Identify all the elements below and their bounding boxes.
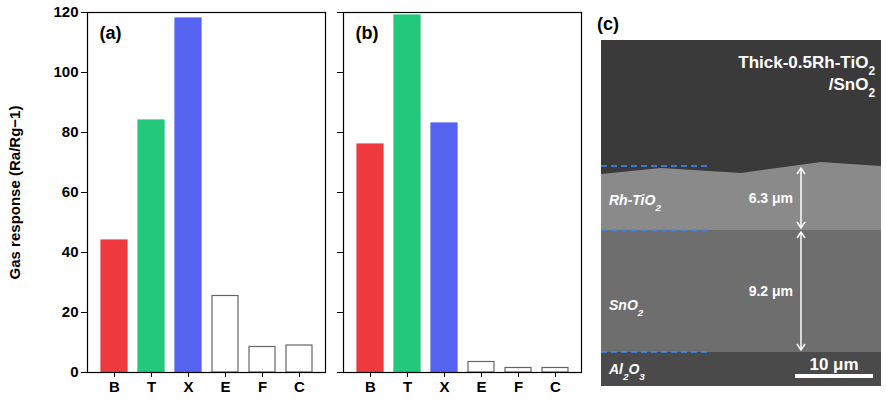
svg-text:B: B: [365, 378, 376, 395]
svg-text:9.2 μm: 9.2 μm: [749, 283, 793, 299]
svg-text:20: 20: [62, 303, 79, 320]
svg-text:80: 80: [62, 123, 79, 140]
svg-text:(c): (c): [597, 14, 619, 34]
svg-text:(a): (a): [100, 23, 122, 43]
svg-text:F: F: [514, 378, 523, 395]
svg-text:Rh-TiO2: Rh-TiO2: [609, 192, 661, 213]
svg-text:Gas response (Ra/Rg−1): Gas response (Ra/Rg−1): [6, 106, 23, 280]
svg-text:C: C: [294, 378, 305, 395]
svg-text:40: 40: [62, 243, 79, 260]
svg-text:E: E: [220, 378, 230, 395]
svg-text:120: 120: [53, 4, 78, 20]
svg-text:Thick-0.5Rh-TiO2/SnO2: Thick-0.5Rh-TiO2/SnO2: [738, 53, 875, 100]
svg-text:T: T: [147, 378, 156, 395]
svg-text:T: T: [403, 378, 412, 395]
svg-text:SnO2: SnO2: [609, 297, 644, 318]
svg-text:10 μm: 10 μm: [809, 355, 858, 374]
svg-text:X: X: [183, 378, 193, 395]
svg-text:Al2O3: Al2O3: [608, 361, 645, 382]
svg-text:6.3 μm: 6.3 μm: [749, 190, 793, 206]
svg-text:100: 100: [53, 63, 78, 80]
svg-text:E: E: [476, 378, 486, 395]
svg-text:(b): (b): [356, 23, 379, 43]
svg-text:C: C: [550, 378, 561, 395]
svg-text:X: X: [439, 378, 449, 395]
svg-text:0: 0: [70, 363, 78, 380]
svg-text:60: 60: [62, 183, 79, 200]
svg-text:F: F: [258, 378, 267, 395]
svg-text:B: B: [109, 378, 120, 395]
